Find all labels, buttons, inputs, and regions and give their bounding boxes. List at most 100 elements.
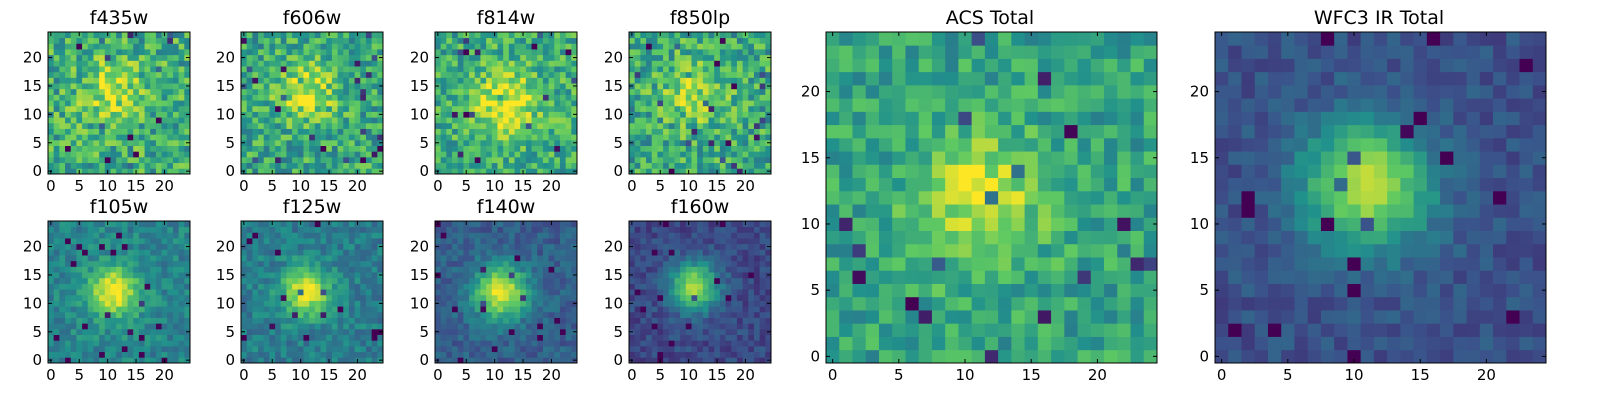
heatmap-cell (486, 249, 493, 256)
heatmap-cell (70, 66, 77, 73)
heatmap-cell (548, 105, 555, 112)
heatmap-cell (150, 260, 157, 267)
heatmap-cell (167, 345, 174, 353)
x-tick-label: 20 (348, 366, 367, 384)
heatmap-cell (286, 238, 293, 245)
heatmap-cell (252, 49, 259, 56)
heatmap-cell (172, 88, 180, 95)
heatmap-cell (463, 94, 470, 101)
heatmap-cell (691, 66, 698, 73)
heatmap-cell (554, 117, 561, 124)
heatmap-cell (371, 60, 378, 67)
heatmap-cell (674, 122, 681, 129)
heatmap-cell (491, 311, 498, 318)
heatmap-cell (155, 156, 162, 164)
heatmap-cell (53, 43, 60, 50)
heatmap-cell (269, 238, 276, 245)
heatmap-cell (59, 134, 66, 141)
heatmap-cell (65, 323, 72, 330)
heatmap-cell (634, 340, 641, 347)
heatmap-cell (457, 145, 464, 152)
heatmap-cell (565, 139, 572, 146)
heatmap-cell (680, 334, 687, 341)
heatmap-cell (144, 94, 151, 101)
heatmap-cell (463, 151, 470, 158)
heatmap-cell (651, 71, 658, 78)
heatmap-cell (708, 151, 715, 158)
heatmap-cell (446, 105, 453, 112)
heatmap-cell (640, 66, 647, 73)
heatmap-cell (138, 249, 145, 256)
heatmap-cell (348, 151, 355, 158)
heatmap-cell (571, 277, 578, 284)
heatmap-cell (651, 357, 658, 364)
heatmap-cell (138, 134, 145, 141)
heatmap-cell (714, 162, 721, 169)
heatmap-cell (121, 37, 128, 44)
heatmap-cell (440, 66, 447, 73)
heatmap-cell (377, 221, 384, 228)
heatmap-cell (303, 37, 310, 44)
heatmap-cell (280, 32, 287, 39)
heatmap-cell (629, 151, 636, 158)
heatmap-cell (446, 351, 453, 358)
heatmap-cell (144, 283, 151, 290)
heatmap-cell (348, 294, 355, 301)
heatmap-cell (65, 145, 72, 152)
heatmap-cell (93, 71, 100, 78)
heatmap-cell (76, 311, 83, 318)
heatmap-cell (343, 32, 350, 39)
heatmap-cell (435, 122, 442, 129)
heatmap-cell (736, 117, 743, 124)
heatmap-cell (280, 128, 287, 135)
heatmap-cell (116, 128, 123, 135)
heatmap-cell (65, 77, 72, 84)
heatmap-cell (531, 94, 538, 101)
heatmap-cell (634, 283, 641, 290)
heatmap-cell (65, 249, 72, 256)
heatmap-cell (469, 168, 476, 175)
heatmap-cell (708, 66, 715, 73)
heatmap-cell (548, 88, 555, 95)
heatmap-cell (303, 238, 310, 245)
heatmap-cell (184, 255, 191, 262)
heatmap-cell (258, 226, 265, 233)
heatmap-cell (161, 277, 168, 284)
pixel-grid (435, 32, 578, 175)
heatmap-cell (537, 266, 544, 273)
heatmap-cell (59, 260, 66, 267)
y-tick-label: 15 (216, 77, 235, 95)
y-tick-label: 0 (419, 351, 429, 369)
heatmap-cell (742, 49, 749, 56)
heatmap-cell (87, 266, 94, 273)
heatmap-cell (503, 294, 510, 301)
heatmap-cell (263, 300, 270, 307)
heatmap-cell (167, 122, 174, 129)
heatmap-cell (292, 49, 299, 56)
heatmap-cell (184, 334, 191, 341)
heatmap-cell (508, 260, 515, 267)
heatmap-cell (674, 317, 681, 324)
heatmap-cell (87, 77, 94, 84)
heatmap-cell (435, 134, 442, 141)
heatmap-cell (640, 311, 647, 318)
heatmap-cell (297, 351, 304, 358)
heatmap-cell (354, 232, 361, 239)
heatmap-cell (326, 162, 333, 169)
heatmap-cell (127, 334, 134, 341)
heatmap-cell (348, 71, 355, 78)
heatmap-cell (150, 232, 157, 239)
heatmap-cell (155, 54, 162, 61)
heatmap-cell (93, 83, 100, 90)
heatmap-cell (491, 105, 498, 112)
heatmap-cell (320, 128, 327, 135)
heatmap-cell (348, 162, 355, 169)
heatmap-cell (116, 145, 123, 152)
heatmap-cell (559, 260, 567, 267)
heatmap-cell (161, 66, 168, 73)
heatmap-cell (343, 162, 350, 169)
heatmap-cell (457, 266, 464, 273)
heatmap-cell (70, 334, 77, 341)
heatmap-cell (702, 49, 709, 56)
